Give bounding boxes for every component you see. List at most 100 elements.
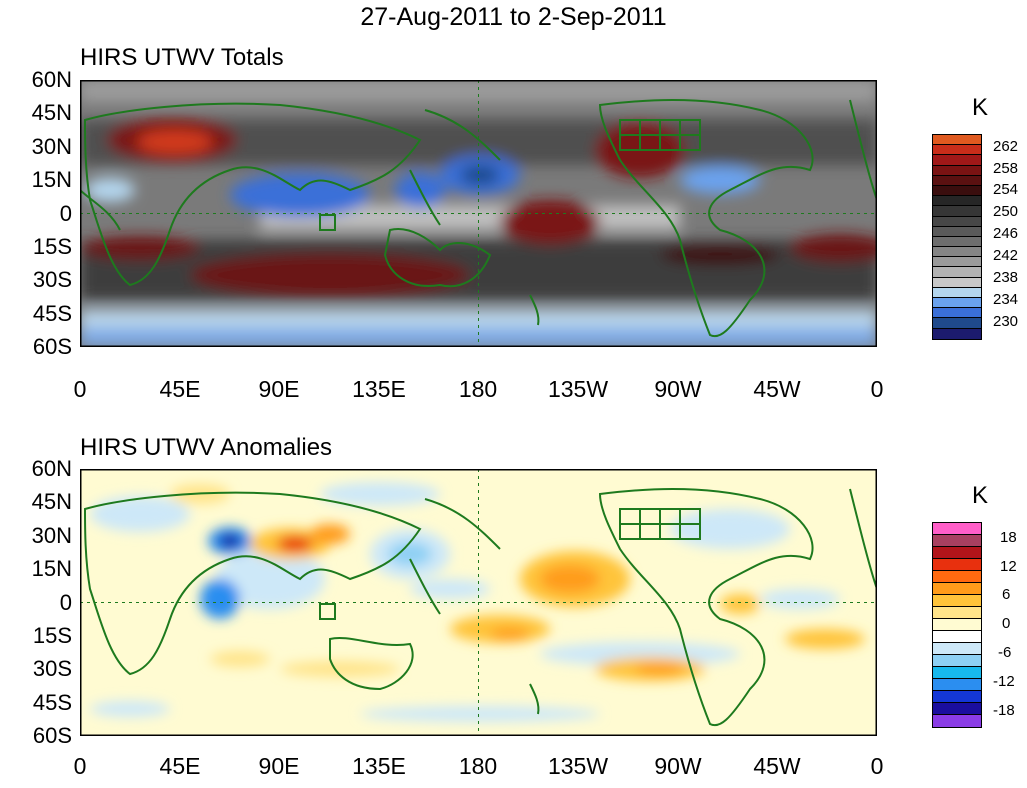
colorbar-anomalies <box>932 522 982 728</box>
lon-label: 45W <box>753 753 801 779</box>
colorbar-swatch <box>933 257 981 268</box>
colorbar-swatch <box>933 691 981 703</box>
colorbar-swatch <box>933 226 981 237</box>
lon-label: 135W <box>547 376 609 402</box>
colorbar-swatch <box>933 643 981 655</box>
colorbar-label: 254 <box>993 181 1019 198</box>
lon-label: 0 <box>73 753 87 779</box>
colorbar-unit: K <box>971 94 988 121</box>
lat-label: 0 <box>59 590 72 615</box>
lon-label: 180 <box>458 753 498 779</box>
colorbar-swatch <box>933 715 981 727</box>
colorbar-label: 234 <box>993 291 1019 308</box>
lon-label: 135W <box>547 753 609 779</box>
colorbar-unit: K <box>971 482 988 509</box>
colorbar-label: -18 <box>993 702 1015 719</box>
lat-label: 45N <box>31 100 72 125</box>
lat-label: 15S <box>32 234 72 259</box>
colorbar-label: 242 <box>993 247 1019 264</box>
map-totals <box>80 80 877 347</box>
lat-label: 30N <box>31 523 72 548</box>
lon-label: 45E <box>159 753 201 779</box>
lat-label: 0 <box>59 201 72 226</box>
colorbar-swatch <box>933 175 981 186</box>
colorbar-label: 18 <box>1000 529 1017 546</box>
colorbar-label: 250 <box>993 203 1019 220</box>
colorbar-label: 230 <box>993 313 1019 330</box>
colorbar-swatch <box>933 619 981 631</box>
lon-label: 45W <box>753 376 801 402</box>
colorbar-swatch <box>933 308 981 319</box>
lon-label: 90W <box>654 753 702 779</box>
lat-label: 30S <box>32 267 72 292</box>
lat-label: 45N <box>31 489 72 514</box>
colorbar-swatch <box>933 667 981 679</box>
lon-label: 135E <box>352 376 406 402</box>
colorbar-swatch <box>933 267 981 278</box>
lon-label: 135E <box>352 753 406 779</box>
colorbar-swatch <box>933 135 981 146</box>
colorbar-swatch <box>933 277 981 288</box>
panel-title-totals: HIRS UTWV Totals <box>80 44 284 71</box>
map-totals-svg <box>80 80 877 347</box>
colorbar-swatch <box>933 196 981 207</box>
colorbar-label: 262 <box>993 138 1019 155</box>
colorbar-swatch <box>933 206 981 217</box>
colorbar-swatch <box>933 318 981 329</box>
colorbar-swatch <box>933 547 981 559</box>
lat-label: 45S <box>32 301 72 326</box>
lon-label: 0 <box>73 376 87 402</box>
lon-label: 90E <box>258 376 300 402</box>
colorbar-label: 246 <box>993 225 1019 242</box>
lon-label: 45E <box>159 376 201 402</box>
lat-label: 15S <box>32 623 72 648</box>
colorbar-label: -12 <box>993 673 1015 690</box>
colorbar-swatch <box>933 185 981 197</box>
colorbar-swatch <box>933 247 981 258</box>
lat-label: 60S <box>32 334 72 359</box>
lat-label: 30S <box>32 656 72 681</box>
panel-title-anomalies: HIRS UTWV Anomalies <box>80 434 333 461</box>
lat-label: 60N <box>31 67 72 92</box>
map-anomalies-svg <box>80 469 877 736</box>
colorbar-swatch <box>933 631 981 643</box>
colorbar-swatch <box>933 703 981 715</box>
colorbar-label: 238 <box>993 269 1019 286</box>
lon-label: 0 <box>870 376 884 402</box>
lat-label: 30N <box>31 134 72 159</box>
colorbar-swatch <box>933 287 981 298</box>
lon-label: 0 <box>870 753 884 779</box>
colorbar-swatch <box>933 236 981 248</box>
colorbar-swatch <box>933 559 981 571</box>
lat-label: 15N <box>31 167 72 192</box>
lon-label: 90E <box>258 753 300 779</box>
colorbar-swatch <box>933 328 981 339</box>
colorbar-label: 0 <box>1002 615 1011 632</box>
lat-label: 60N <box>31 456 72 481</box>
lon-label: 180 <box>458 376 498 402</box>
colorbar-swatch <box>933 607 981 619</box>
colorbar-label: -6 <box>998 644 1012 661</box>
map-anomalies <box>80 469 877 736</box>
colorbar-swatch <box>933 595 981 607</box>
colorbar-totals <box>932 134 982 340</box>
colorbar-swatch <box>933 571 981 583</box>
colorbar-label: 6 <box>1002 586 1011 603</box>
lat-label: 45S <box>32 690 72 715</box>
colorbar-swatch <box>933 298 981 309</box>
colorbar-swatch <box>933 583 981 595</box>
colorbar-swatch <box>933 155 981 166</box>
colorbar-label: 258 <box>993 160 1019 177</box>
colorbar-swatch <box>933 523 981 535</box>
colorbar-swatch <box>933 145 981 156</box>
colorbar-swatch <box>933 165 981 176</box>
colorbar-swatch <box>933 216 981 227</box>
colorbar-swatch <box>933 655 981 667</box>
colorbar-swatch <box>933 679 981 691</box>
lon-label: 90W <box>654 376 702 402</box>
colorbar-swatch <box>933 535 981 547</box>
colorbar-label: 12 <box>1000 558 1017 575</box>
lat-label: 15N <box>31 556 72 581</box>
figure-title: 27-Aug-2011 to 2-Sep-2011 <box>360 3 667 31</box>
lat-label: 60S <box>32 723 72 748</box>
